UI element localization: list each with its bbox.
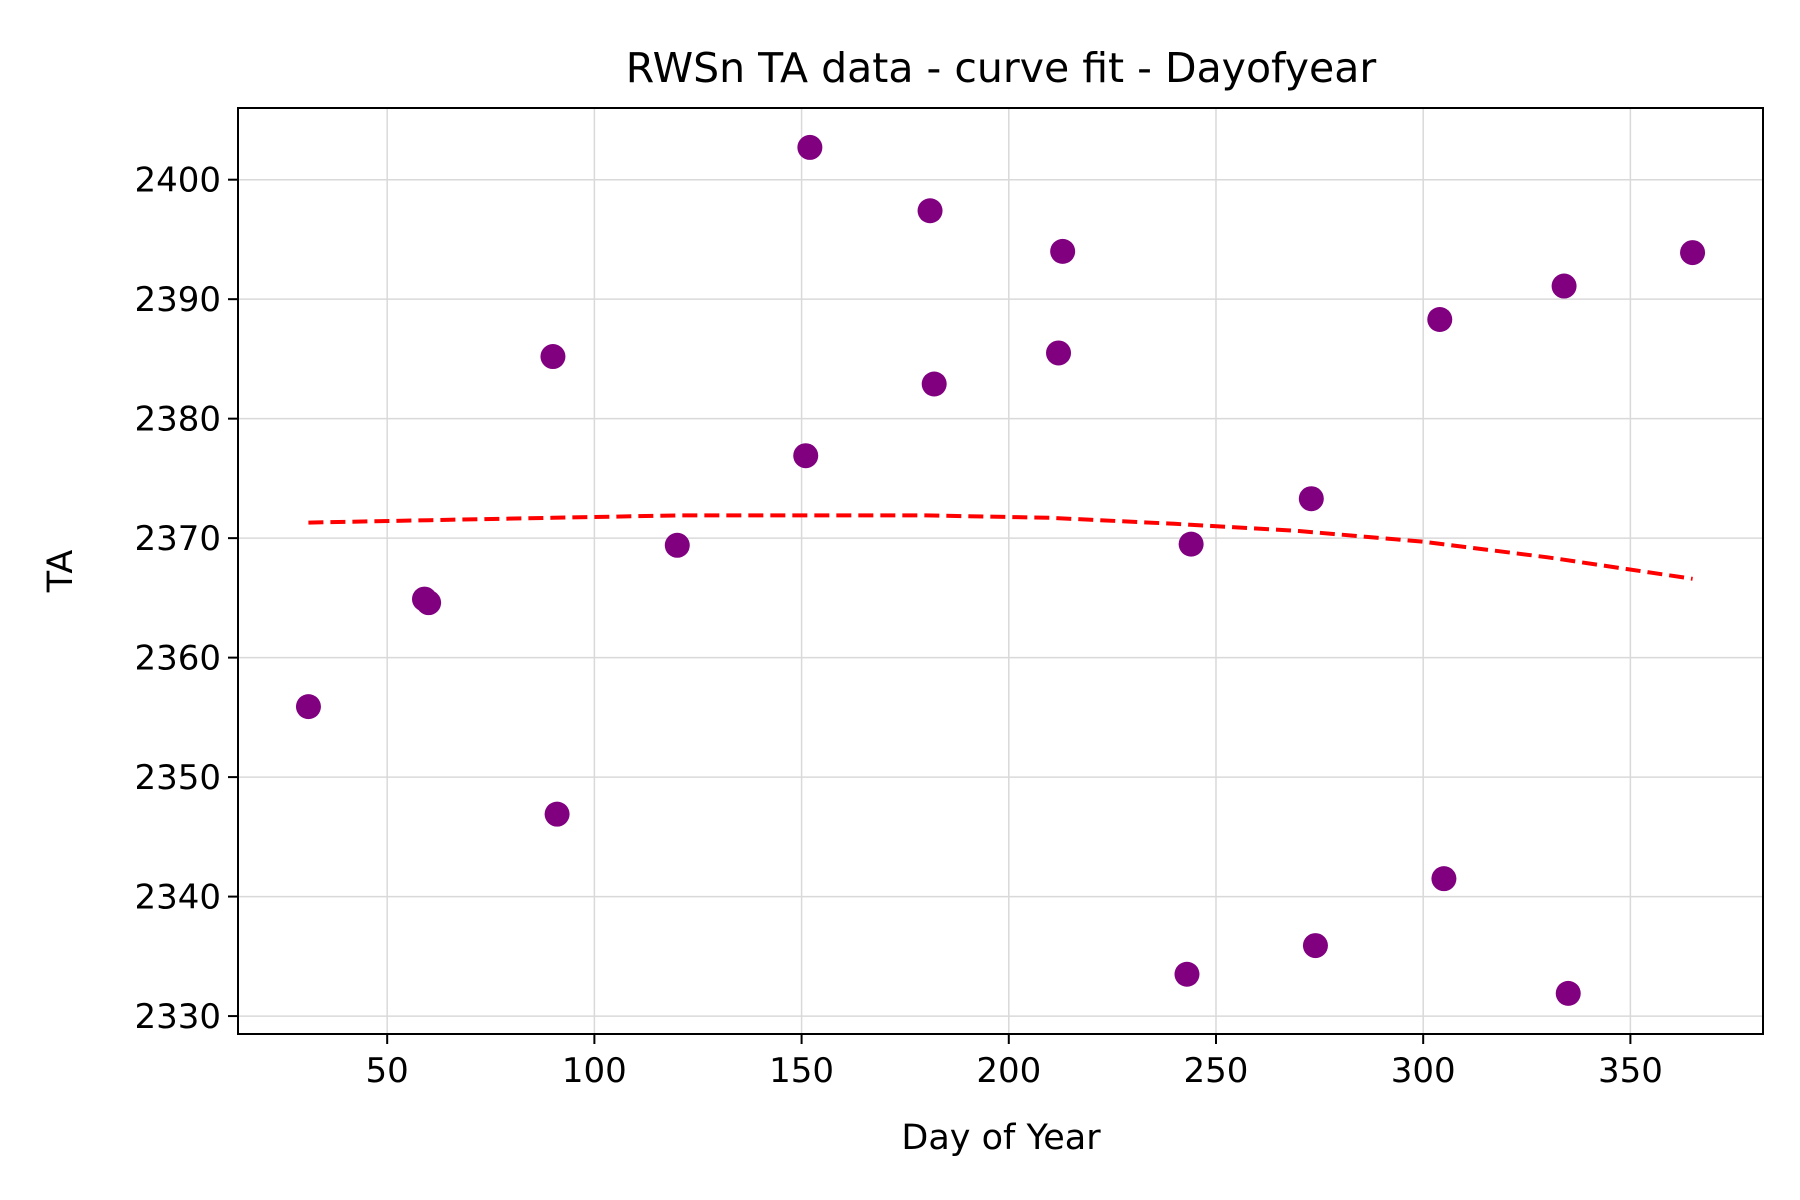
- y-tick-label: 2390: [134, 280, 221, 320]
- x-tick-label: 50: [366, 1051, 409, 1091]
- x-tick-label: 100: [562, 1051, 627, 1091]
- data-point: [917, 198, 943, 224]
- y-tick-label: 2380: [134, 400, 221, 440]
- data-point: [921, 371, 947, 397]
- data-point: [544, 801, 570, 827]
- grid-lines: [238, 108, 1763, 1034]
- y-tick-label: 2370: [134, 519, 221, 559]
- x-tick-label: 200: [976, 1051, 1041, 1091]
- y-tick-label: 2400: [134, 161, 221, 201]
- y-tick-label: 2340: [134, 878, 221, 918]
- y-tick-label: 2350: [134, 758, 221, 798]
- data-point: [793, 443, 819, 469]
- x-tick-label: 350: [1598, 1051, 1663, 1091]
- x-axis-label: Day of Year: [901, 1118, 1101, 1158]
- data-point: [797, 134, 823, 160]
- data-point: [664, 532, 690, 558]
- x-tick-label: 250: [1184, 1051, 1249, 1091]
- plot-area-frame: [237, 107, 1764, 1035]
- y-tick-label: 2330: [134, 997, 221, 1037]
- x-tick-label: 300: [1391, 1051, 1456, 1091]
- y-axis-ticks: 2330 2340 2350 2360 2370 2380 2390 2400: [134, 161, 238, 1037]
- data-point: [1174, 961, 1200, 987]
- data-point: [295, 694, 321, 720]
- data-point: [1680, 240, 1706, 266]
- y-tick-label: 2360: [134, 639, 221, 679]
- x-tick-label: 150: [769, 1051, 834, 1091]
- data-point: [1551, 273, 1577, 299]
- y-axis-label: TA: [41, 550, 81, 594]
- fit-curve: [308, 513, 1693, 581]
- data-point: [540, 344, 566, 370]
- data-point: [1431, 866, 1457, 892]
- data-point: [1298, 486, 1324, 512]
- fit-curve-layer: [308, 513, 1693, 581]
- data-point: [1555, 980, 1581, 1006]
- data-points-layer: [295, 134, 1706, 1006]
- data-point: [416, 590, 442, 616]
- chart-title: RWSn TA data - curve fit - Dayofyear: [626, 44, 1377, 92]
- data-point: [1178, 531, 1204, 557]
- x-axis-ticks: 50 100 150 200 250 300 350: [366, 1034, 1663, 1091]
- data-point: [1302, 933, 1328, 959]
- data-point: [1050, 238, 1076, 264]
- data-point: [1427, 306, 1453, 332]
- data-point: [1046, 340, 1072, 366]
